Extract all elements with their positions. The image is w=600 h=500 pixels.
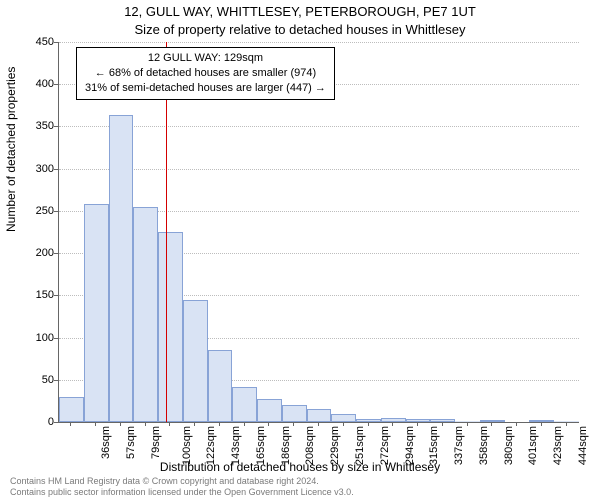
- gridline: [59, 42, 579, 43]
- y-tick-mark: [54, 338, 58, 339]
- x-tick-mark: [219, 422, 220, 426]
- histogram-bar: [183, 300, 208, 422]
- histogram-bar: [356, 419, 381, 422]
- histogram-chart: 12, GULL WAY, WHITTLESEY, PETERBOROUGH, …: [0, 0, 600, 500]
- footer-note: Contains HM Land Registry data © Crown c…: [10, 476, 354, 498]
- y-tick-mark: [54, 295, 58, 296]
- x-tick-mark: [169, 422, 170, 426]
- y-tick-mark: [54, 211, 58, 212]
- x-tick-label: 423sqm: [552, 426, 564, 465]
- x-tick-mark: [392, 422, 393, 426]
- histogram-bar: [282, 405, 307, 422]
- y-tick-mark: [54, 253, 58, 254]
- x-tick-label: 251sqm: [354, 426, 366, 465]
- histogram-bar: [529, 420, 554, 422]
- x-tick-label: 57sqm: [125, 426, 137, 459]
- x-tick-mark: [318, 422, 319, 426]
- histogram-bar: [232, 387, 257, 422]
- x-tick-label: 186sqm: [280, 426, 292, 465]
- x-tick-mark: [467, 422, 468, 426]
- y-tick-label: 50: [14, 374, 54, 386]
- y-tick-mark: [54, 380, 58, 381]
- x-tick-label: 401sqm: [527, 426, 539, 465]
- x-tick-mark: [417, 422, 418, 426]
- y-tick-label: 250: [14, 205, 54, 217]
- x-tick-label: 122sqm: [206, 426, 218, 465]
- histogram-bar: [554, 421, 579, 422]
- x-tick-mark: [368, 422, 369, 426]
- histogram-bar: [133, 207, 158, 422]
- x-tick-mark: [194, 422, 195, 426]
- histogram-bar: [430, 419, 455, 422]
- y-tick-label: 150: [14, 289, 54, 301]
- y-tick-label: 0: [14, 416, 54, 428]
- x-tick-label: 208sqm: [305, 426, 317, 465]
- x-tick-label: 100sqm: [181, 426, 193, 465]
- x-tick-label: 380sqm: [503, 426, 515, 465]
- x-tick-mark: [268, 422, 269, 426]
- y-tick-label: 450: [14, 36, 54, 48]
- x-tick-label: 444sqm: [577, 426, 589, 465]
- y-tick-label: 350: [14, 120, 54, 132]
- histogram-bar: [109, 115, 134, 422]
- histogram-bar: [84, 204, 109, 422]
- histogram-bar: [257, 399, 282, 422]
- x-tick-label: 143sqm: [230, 426, 242, 465]
- histogram-bar: [208, 350, 233, 422]
- x-tick-label: 315sqm: [428, 426, 440, 465]
- x-tick-mark: [95, 422, 96, 426]
- x-tick-label: 165sqm: [255, 426, 267, 465]
- x-tick-label: 358sqm: [478, 426, 490, 465]
- footer-line-1: Contains HM Land Registry data © Crown c…: [10, 476, 354, 487]
- histogram-bar: [158, 232, 183, 422]
- x-tick-mark: [244, 422, 245, 426]
- y-tick-mark: [54, 126, 58, 127]
- x-tick-mark: [70, 422, 71, 426]
- y-tick-label: 100: [14, 332, 54, 344]
- histogram-bar: [331, 414, 356, 422]
- footer-line-2: Contains public sector information licen…: [10, 487, 354, 498]
- chart-title-sub: Size of property relative to detached ho…: [0, 22, 600, 37]
- histogram-bar: [455, 421, 480, 422]
- annotation-line: 31% of semi-detached houses are larger (…: [85, 81, 326, 96]
- gridline: [59, 126, 579, 127]
- y-tick-mark: [54, 422, 58, 423]
- gridline: [59, 169, 579, 170]
- x-tick-label: 36sqm: [100, 426, 112, 459]
- x-tick-mark: [120, 422, 121, 426]
- y-tick-mark: [54, 42, 58, 43]
- y-tick-label: 400: [14, 78, 54, 90]
- x-tick-mark: [516, 422, 517, 426]
- histogram-bar: [307, 409, 332, 422]
- annotation-box: 12 GULL WAY: 129sqm← 68% of detached hou…: [76, 47, 335, 100]
- x-tick-label: 229sqm: [329, 426, 341, 465]
- y-tick-mark: [54, 84, 58, 85]
- x-tick-label: 272sqm: [379, 426, 391, 465]
- x-tick-mark: [293, 422, 294, 426]
- y-tick-mark: [54, 169, 58, 170]
- y-tick-label: 300: [14, 163, 54, 175]
- x-tick-label: 337sqm: [453, 426, 465, 465]
- x-tick-mark: [491, 422, 492, 426]
- chart-title-main: 12, GULL WAY, WHITTLESEY, PETERBOROUGH, …: [0, 4, 600, 19]
- x-tick-mark: [442, 422, 443, 426]
- annotation-line: ← 68% of detached houses are smaller (97…: [85, 66, 326, 81]
- x-tick-mark: [145, 422, 146, 426]
- x-tick-mark: [343, 422, 344, 426]
- histogram-bar: [59, 397, 84, 422]
- x-tick-mark: [566, 422, 567, 426]
- x-tick-label: 79sqm: [150, 426, 162, 459]
- annotation-line: 12 GULL WAY: 129sqm: [85, 51, 326, 66]
- y-tick-label: 200: [14, 247, 54, 259]
- x-tick-label: 294sqm: [404, 426, 416, 465]
- x-tick-mark: [541, 422, 542, 426]
